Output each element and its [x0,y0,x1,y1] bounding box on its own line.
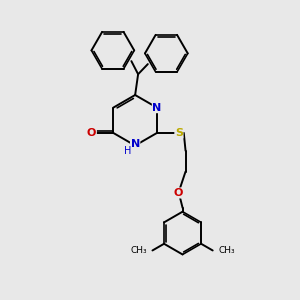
Text: N: N [152,103,162,112]
Text: N: N [130,139,140,149]
Text: CH₃: CH₃ [130,246,147,255]
Text: S: S [175,128,183,138]
Text: O: O [87,128,96,138]
Text: CH₃: CH₃ [218,246,235,255]
Text: O: O [173,188,183,198]
Text: H: H [124,146,131,156]
